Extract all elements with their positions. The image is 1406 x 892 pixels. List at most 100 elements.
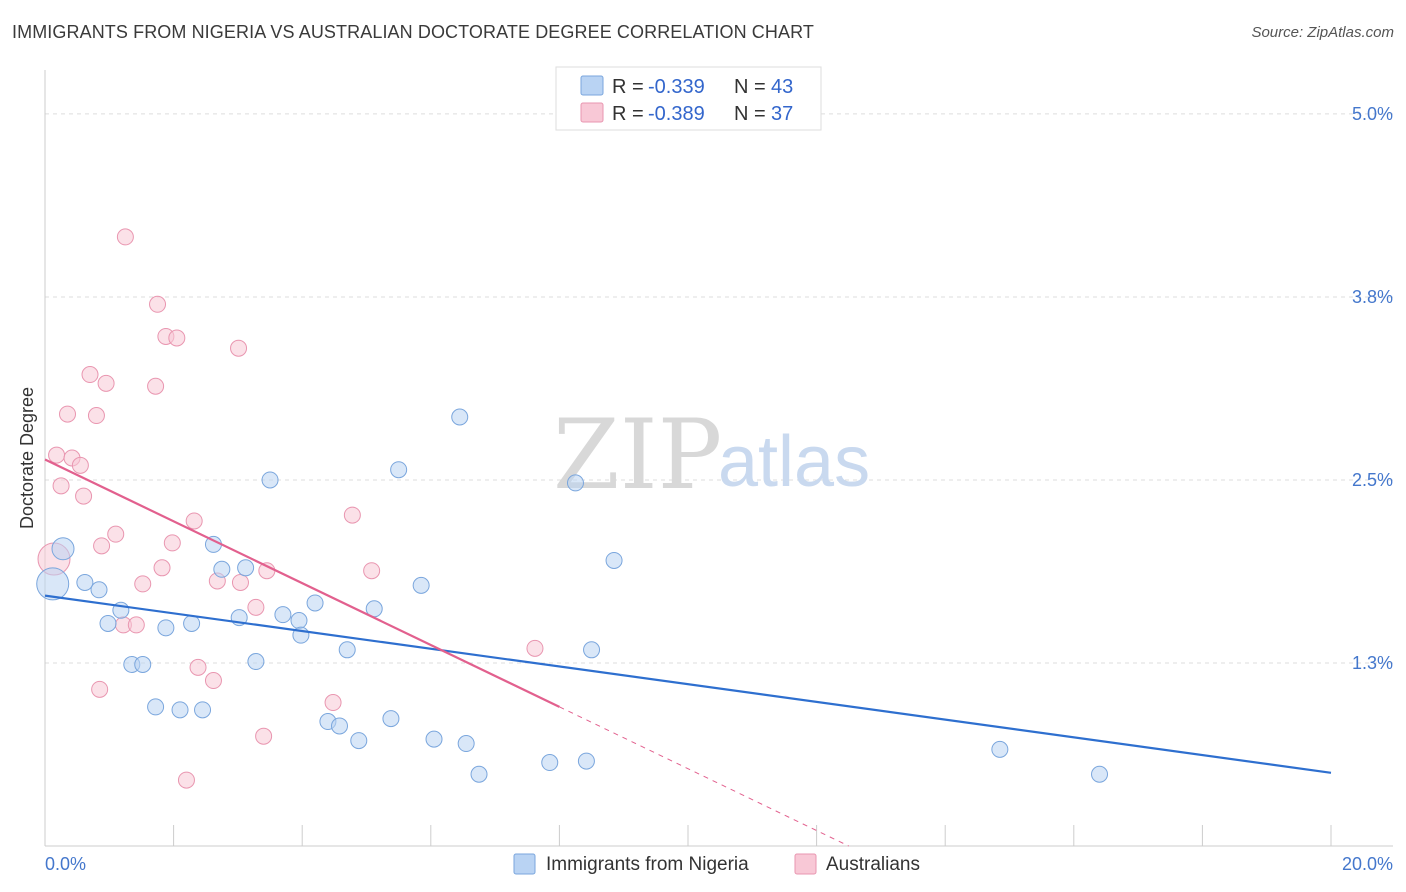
point-australians [52,477,70,495]
point-nigeria [577,752,595,770]
point-nigeria [134,655,152,673]
point-nigeria [306,594,324,612]
legend-n-value: 43 [771,76,793,98]
legend-r-label: R = [612,103,644,125]
trend-line-nigeria [44,594,1332,774]
point-australians [204,672,222,690]
trend-lines [44,458,1332,847]
y-tick-labels: 5.0% 3.8% 2.5% 1.3% [1352,104,1393,673]
point-australians [107,525,125,543]
source-credit: Source: ZipAtlas.com [1251,24,1394,41]
point-nigeria [566,474,584,492]
point-nigeria [457,735,475,753]
point-australians [189,658,207,676]
y-tick-label: 5.0% [1352,104,1393,124]
legend-bottom-swatch-australians [794,853,817,875]
legend-n-label: N = [734,103,766,125]
point-nigeria [147,698,165,716]
point-australians [185,512,203,530]
point-nigeria [583,641,601,659]
point-nigeria [991,740,1009,758]
point-australians [127,616,145,634]
series-nigeria-points [36,408,1109,783]
point-nigeria [350,732,368,750]
point-nigeria [541,754,559,772]
point-nigeria [605,551,623,569]
legend-n-label: N = [734,76,766,98]
point-australians [71,456,89,474]
point-australians [255,727,273,745]
point-australians [363,562,381,580]
legend-bottom-label-nigeria: Immigrants from Nigeria [546,854,749,875]
point-australians [168,329,186,347]
point-australians [59,405,77,423]
point-australians [153,559,171,577]
point-australians [247,598,265,616]
point-nigeria [247,653,265,671]
series-australians-points [37,228,544,789]
point-nigeria [51,537,75,561]
y-axis-label: Doctorate Degree [17,387,37,529]
trend-line-australians-extension [559,706,849,847]
point-nigeria [382,710,400,728]
point-nigeria [425,730,443,748]
legend-swatch-australians [580,102,604,123]
y-tick-label: 2.5% [1352,470,1393,490]
point-nigeria [213,560,231,578]
legend-n-value: 37 [771,103,793,125]
legend-top: R = -0.339 N = 43 R = -0.389 N = 37 [555,66,822,131]
point-australians [149,295,167,313]
legend-r-value: -0.389 [648,103,705,125]
point-nigeria [330,717,348,735]
point-australians [75,487,93,505]
point-australians [87,407,105,425]
point-australians [231,573,249,591]
point-nigeria [1091,765,1109,783]
legend-bottom: Immigrants from Nigeria Australians [513,853,920,875]
point-australians [81,366,99,384]
watermark-atlas: atlas [718,422,870,502]
point-nigeria [157,619,175,637]
point-nigeria [36,567,70,601]
x-tick-label: 20.0% [1342,854,1393,874]
point-nigeria [451,408,469,426]
point-nigeria [338,641,356,659]
point-nigeria [76,573,94,591]
point-nigeria [390,461,408,479]
chart-title: IMMIGRANTS FROM NIGERIA VS AUSTRALIAN DO… [12,22,814,42]
point-australians [48,446,66,464]
point-australians [177,771,195,789]
legend-swatch-nigeria [580,75,604,96]
point-australians [116,228,134,246]
point-australians [163,534,181,552]
point-nigeria [237,559,255,577]
point-nigeria [171,701,189,719]
legend-bottom-label-australians: Australians [826,854,920,875]
point-nigeria [274,606,292,624]
trend-line-australians [44,458,560,708]
legend-r-label: R = [612,76,644,98]
point-australians [230,339,248,357]
point-nigeria [261,471,279,489]
point-australians [97,374,115,392]
y-tick-label: 1.3% [1352,653,1393,673]
point-nigeria [470,765,488,783]
x-tick-labels: 0.0% 20.0% [45,854,1393,874]
x-tick-label: 0.0% [45,854,86,874]
point-nigeria [290,612,308,630]
point-australians [93,537,111,555]
watermark: ZIP atlas [553,399,870,511]
point-nigeria [412,576,430,594]
watermark-zip: ZIP [553,399,722,511]
point-australians [343,506,361,524]
y-tick-label: 3.8% [1352,287,1393,307]
point-australians [134,575,152,593]
axes [44,70,1393,847]
legend-bottom-swatch-nigeria [513,853,536,875]
point-australians [91,680,109,698]
point-nigeria [194,701,212,719]
point-nigeria [183,614,201,632]
point-nigeria [99,614,117,632]
point-australians [147,377,165,395]
